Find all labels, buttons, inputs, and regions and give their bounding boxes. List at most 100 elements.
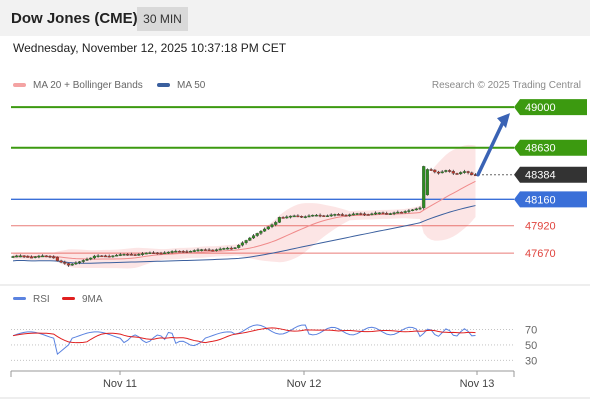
candle-body: [329, 214, 333, 217]
candle-body: [314, 214, 318, 217]
candle-body: [148, 252, 152, 254]
candle-body: [41, 255, 45, 258]
candle-body: [111, 255, 115, 258]
candles: [11, 165, 478, 267]
candle-body: [381, 212, 385, 215]
candle-body: [444, 170, 448, 172]
candle-body: [244, 240, 248, 243]
candle-body: [359, 213, 363, 215]
candle-body: [366, 214, 370, 216]
candle-body: [288, 215, 293, 218]
rsi-level-label-70: 70: [525, 325, 537, 337]
candle-body: [392, 212, 396, 215]
candle-body: [418, 207, 422, 210]
candle-body: [152, 252, 156, 254]
legend-ma50-swatch: [157, 83, 170, 88]
candle-body: [388, 213, 392, 215]
candle-body: [48, 256, 52, 258]
candle-body: [462, 171, 466, 173]
candle-body: [248, 237, 252, 241]
candle-body: [189, 250, 193, 253]
level-label-48630: 48630: [525, 143, 556, 155]
level-label-47670: 47670: [525, 248, 556, 260]
level-tag-48384: [514, 166, 587, 183]
candle-body: [163, 252, 167, 255]
candle-body: [344, 214, 348, 217]
candle-body: [296, 215, 300, 218]
rsi-level-label-50: 50: [525, 340, 537, 352]
candle-body: [196, 249, 200, 252]
candle-body: [385, 213, 389, 215]
legend-ma50: MA 50: [157, 80, 205, 91]
rsi-ma9-line: [12, 327, 476, 344]
candle-body: [222, 248, 226, 250]
candle-body: [396, 211, 400, 214]
candle-body: [55, 256, 59, 261]
candle-body: [70, 263, 74, 266]
rsi-legend-label: RSI: [33, 294, 50, 305]
candle-body: [22, 255, 26, 258]
candle-body: [362, 213, 367, 216]
level-label-48384: 48384: [525, 170, 556, 182]
candle-body: [137, 254, 141, 256]
candle-body: [174, 250, 178, 253]
candle-body: [325, 215, 330, 217]
candle-body: [122, 254, 126, 256]
candle-body: [44, 255, 48, 258]
candle-body: [181, 251, 185, 253]
time-label-1: Nov 12: [287, 378, 322, 390]
candle-body: [351, 213, 355, 216]
candle-body: [26, 256, 30, 258]
candle-body: [374, 212, 378, 215]
candle-body: [451, 171, 455, 174]
candle-body: [440, 171, 444, 174]
legend-ma20-label: MA 20 + Bollinger Bands: [33, 80, 143, 91]
candle-body: [263, 228, 267, 232]
candle-body: [303, 216, 307, 218]
candle-body: [422, 166, 426, 209]
candle-body: [129, 254, 133, 256]
level-label-48160: 48160: [525, 194, 556, 206]
legend-ma20: MA 20 + Bollinger Bands: [13, 80, 143, 91]
candle-body: [126, 254, 130, 256]
candle-body: [466, 171, 470, 173]
candle-body: [251, 235, 256, 239]
candle-body: [33, 256, 37, 258]
candle-body: [407, 210, 411, 212]
candle-body: [355, 213, 359, 215]
rsi-line: [12, 324, 476, 356]
candle-body: [370, 213, 374, 216]
candle-body: [203, 249, 207, 251]
candle-body: [140, 253, 145, 255]
instrument-title: Dow Jones (CME): [11, 10, 138, 27]
rsi-level-label-30: 30: [525, 355, 537, 367]
candle-body: [166, 251, 170, 254]
candle-body: [78, 261, 82, 263]
candle-body: [29, 256, 34, 259]
candle-body: [399, 211, 404, 214]
candle-body: [300, 216, 304, 218]
candle-body: [11, 256, 15, 258]
candle-body: [144, 252, 148, 255]
forecast-arrow-head: [497, 113, 510, 129]
candle-body: [170, 251, 174, 253]
candle-body: [285, 216, 289, 219]
candle-body: [226, 247, 230, 250]
candle-body: [403, 211, 407, 213]
candle-body: [307, 215, 311, 218]
candle-body: [74, 262, 78, 265]
candle-body: [107, 255, 111, 258]
candle-body: [192, 250, 196, 252]
candle-body: [133, 254, 137, 256]
time-label-2: Nov 13: [460, 378, 495, 390]
candle-body: [66, 263, 71, 266]
candle-body: [433, 169, 437, 173]
level-label-47920: 47920: [525, 221, 556, 233]
candle-body: [37, 255, 41, 258]
time-label-0: Nov 11: [103, 378, 137, 390]
candle-body: [92, 255, 96, 259]
candle-body: [177, 250, 182, 253]
bollinger-band-area: [13, 144, 476, 269]
candle-body: [414, 208, 418, 211]
timeframe-button[interactable]: 30 MIN: [137, 7, 188, 31]
